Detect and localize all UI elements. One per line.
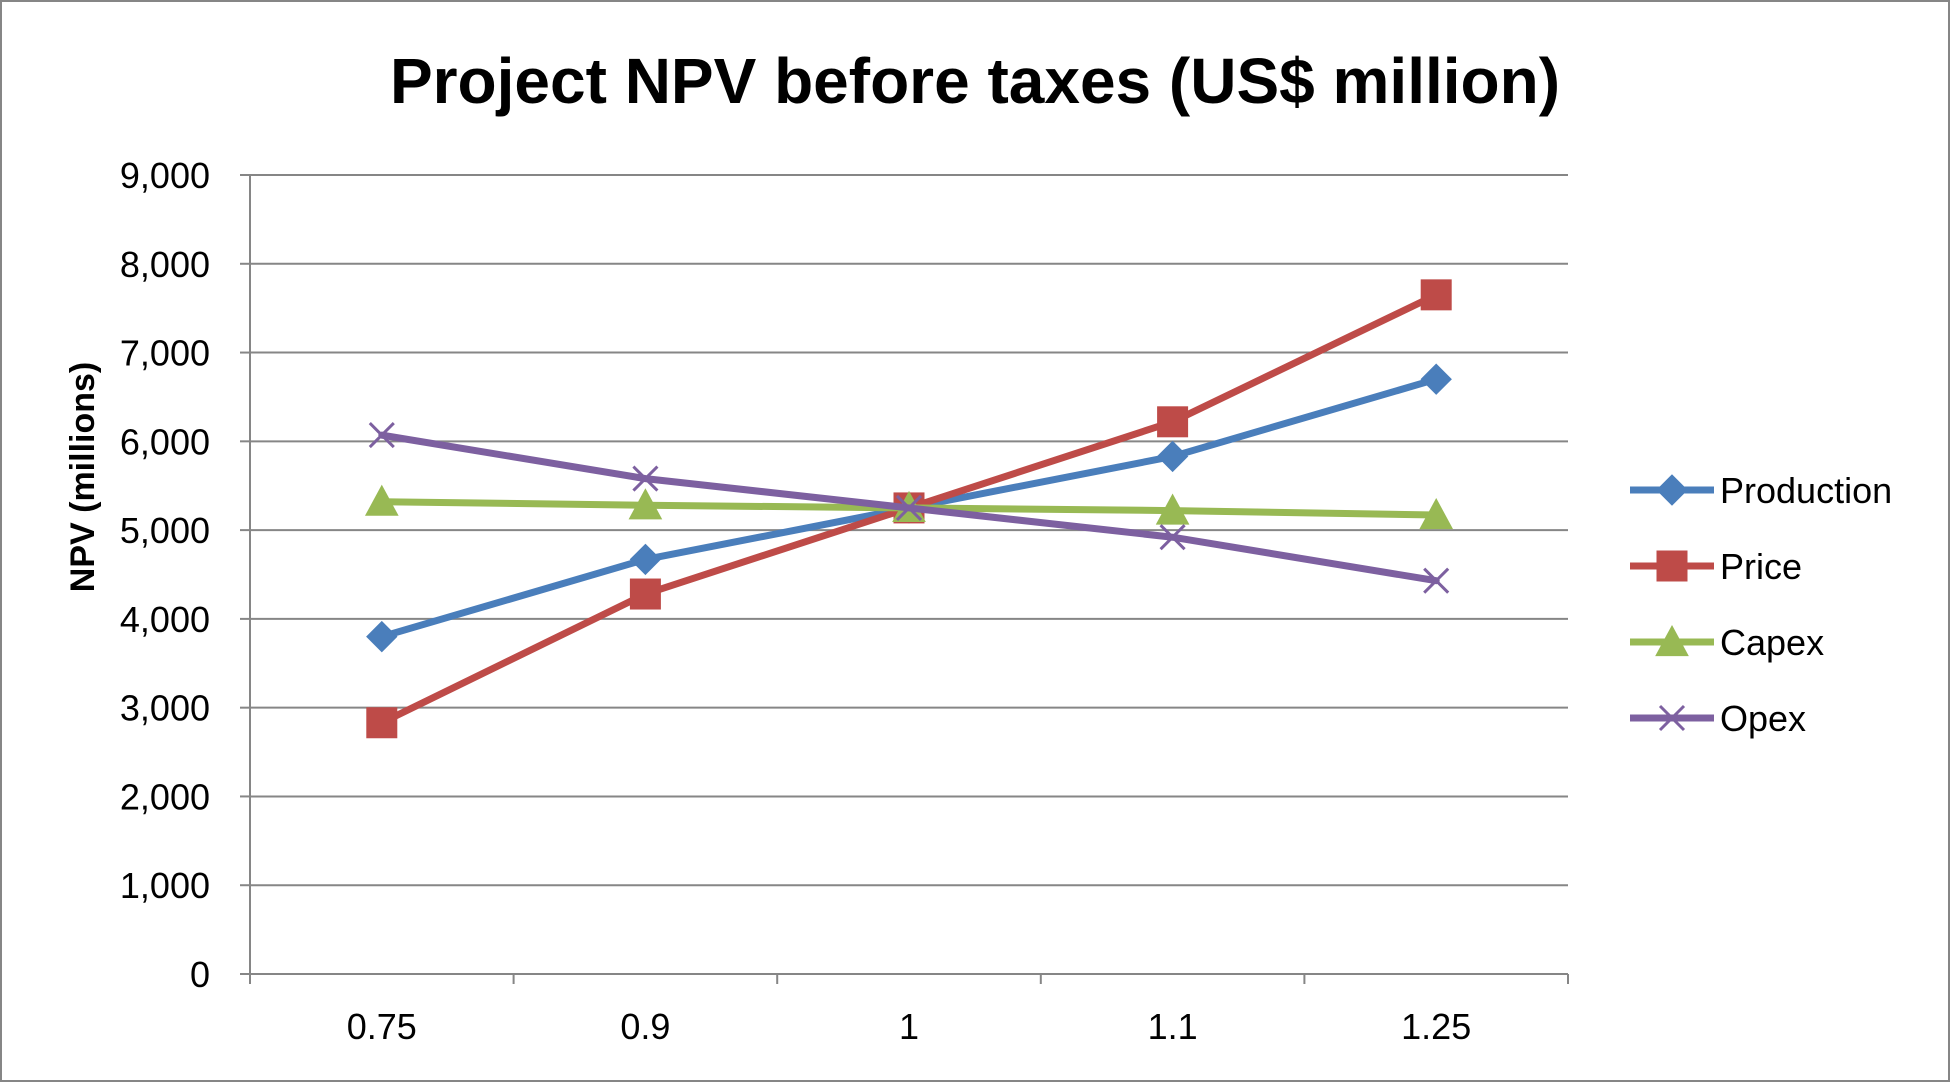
point-capex-0 xyxy=(364,484,399,516)
legend-marker-opex-stroke-b xyxy=(1658,704,1686,732)
point-opex-3-stroke-b xyxy=(1159,524,1186,551)
point-production-1 xyxy=(629,543,662,576)
point-opex-4-stroke-b xyxy=(1423,567,1450,594)
y-tick-label: 3,000 xyxy=(120,688,210,729)
point-price-0 xyxy=(366,707,398,739)
gridlines xyxy=(250,174,1568,887)
point-opex-1-stroke-b xyxy=(632,465,659,492)
legend-item-price: Price xyxy=(1630,546,1802,587)
point-opex-4 xyxy=(1423,567,1450,594)
x-tick-label: 0.9 xyxy=(620,1006,670,1047)
point-opex-0-stroke-b xyxy=(368,422,395,449)
legend-label-production: Production xyxy=(1720,470,1892,511)
legend-marker-opex xyxy=(1658,704,1686,732)
y-tick-label: 4,000 xyxy=(120,599,210,640)
y-tick-label: 9,000 xyxy=(120,155,210,196)
chart-title: Project NPV before taxes (US$ million) xyxy=(390,45,1560,117)
series-opex xyxy=(368,422,1450,594)
point-opex-0 xyxy=(368,422,395,449)
legend-marker-capex xyxy=(1655,624,1689,657)
point-capex-4 xyxy=(1419,497,1454,530)
legend: Production Price Capex Opex xyxy=(1630,470,1892,739)
point-capex-3 xyxy=(1155,493,1190,525)
point-opex-1 xyxy=(632,465,659,492)
legend-item-opex: Opex xyxy=(1630,698,1806,739)
y-tick-label: 1,000 xyxy=(120,865,210,906)
point-price-3 xyxy=(1157,406,1189,438)
axes: 0 1,000 2,000 3,000 4,000 5,000 6,000 7,000 8,00… xyxy=(120,155,1569,1047)
y-tick-label: 7,000 xyxy=(120,333,210,374)
point-opex-2-stroke-b xyxy=(895,494,923,521)
point-price-1 xyxy=(629,578,661,610)
y-tick-label: 8,000 xyxy=(120,244,210,285)
point-capex-1 xyxy=(628,488,663,520)
legend-item-production: Production xyxy=(1630,470,1892,511)
y-tick-label: 6,000 xyxy=(120,421,210,462)
x-tick-label: 0.75 xyxy=(347,1006,417,1047)
point-opex-3 xyxy=(1159,524,1186,551)
x-tick-label: 1.25 xyxy=(1401,1006,1471,1047)
legend-marker-price xyxy=(1656,550,1688,582)
legend-marker-production xyxy=(1656,474,1688,506)
legend-label-opex: Opex xyxy=(1720,698,1806,739)
point-production-4 xyxy=(1420,363,1452,395)
legend-item-capex: Capex xyxy=(1630,622,1824,663)
legend-label-capex: Capex xyxy=(1720,622,1824,663)
y-axis-label: NPV (millions) xyxy=(64,362,102,592)
y-tick-label: 0 xyxy=(190,954,210,995)
point-production-0 xyxy=(366,620,398,653)
point-price-4 xyxy=(1420,279,1452,311)
plot-series xyxy=(364,279,1454,739)
legend-label-price: Price xyxy=(1720,546,1802,587)
point-production-3 xyxy=(1156,440,1189,473)
x-tick-label: 1 xyxy=(899,1006,919,1047)
y-tick-label: 2,000 xyxy=(120,776,210,817)
y-tick-label: 5,000 xyxy=(120,510,210,551)
point-opex-2 xyxy=(895,494,923,521)
x-tick-label: 1.1 xyxy=(1148,1006,1198,1047)
